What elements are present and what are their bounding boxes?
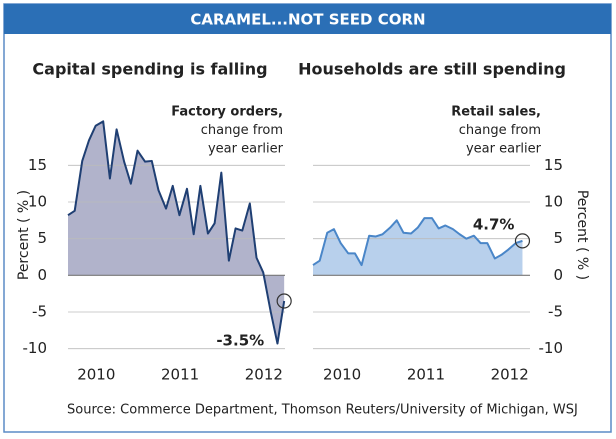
x-tick-label: 2012 <box>245 366 283 384</box>
annotation: change from <box>459 123 541 138</box>
x-tick-label: 2010 <box>323 366 361 384</box>
y-tick-label: 10 <box>28 193 47 211</box>
line <box>312 217 523 267</box>
area-fill <box>313 218 523 276</box>
end-marker <box>276 293 292 309</box>
y-tick-label: 15 <box>544 156 563 174</box>
panel-title: Households are still spending <box>298 60 566 79</box>
x-tick-label: 2011 <box>407 366 445 384</box>
y-tick-label: 10 <box>544 193 563 211</box>
panel-title: Capital spending is falling <box>32 60 267 79</box>
y-tick-label: 0 <box>37 266 47 284</box>
y-tick-label: 5 <box>553 229 563 247</box>
y-tick-label: -10 <box>23 339 48 357</box>
chart-title: CARAMEL...NOT SEED CORN <box>190 11 425 29</box>
value-label: -3.5% <box>216 332 264 350</box>
annotation: year earlier <box>208 142 284 157</box>
title-bar <box>4 4 611 34</box>
area-fill <box>68 121 285 344</box>
annotation: Factory orders, <box>171 105 283 120</box>
y-tick-label: 5 <box>37 229 47 247</box>
source: Source: Commerce Department, Thomson Reu… <box>67 403 578 418</box>
value-label: 4.7% <box>473 215 515 233</box>
annotation: change from <box>201 123 283 138</box>
annotation: year earlier <box>466 142 542 157</box>
y-axis-label: Percent ( % ) <box>574 190 590 280</box>
y-tick-label: -5 <box>548 303 563 321</box>
y-tick-label: 0 <box>553 266 563 284</box>
annotation: Retail sales, <box>451 105 541 120</box>
x-tick-label: 2012 <box>491 366 529 384</box>
y-tick-label: -10 <box>539 339 564 357</box>
end-marker <box>514 233 531 249</box>
x-tick-label: 2010 <box>77 366 115 384</box>
y-axis-label: Percent ( % ) <box>16 190 32 280</box>
x-tick-label: 2011 <box>161 366 199 384</box>
line <box>67 120 286 345</box>
y-tick-label: 15 <box>28 156 47 174</box>
y-tick-label: -5 <box>32 303 47 321</box>
